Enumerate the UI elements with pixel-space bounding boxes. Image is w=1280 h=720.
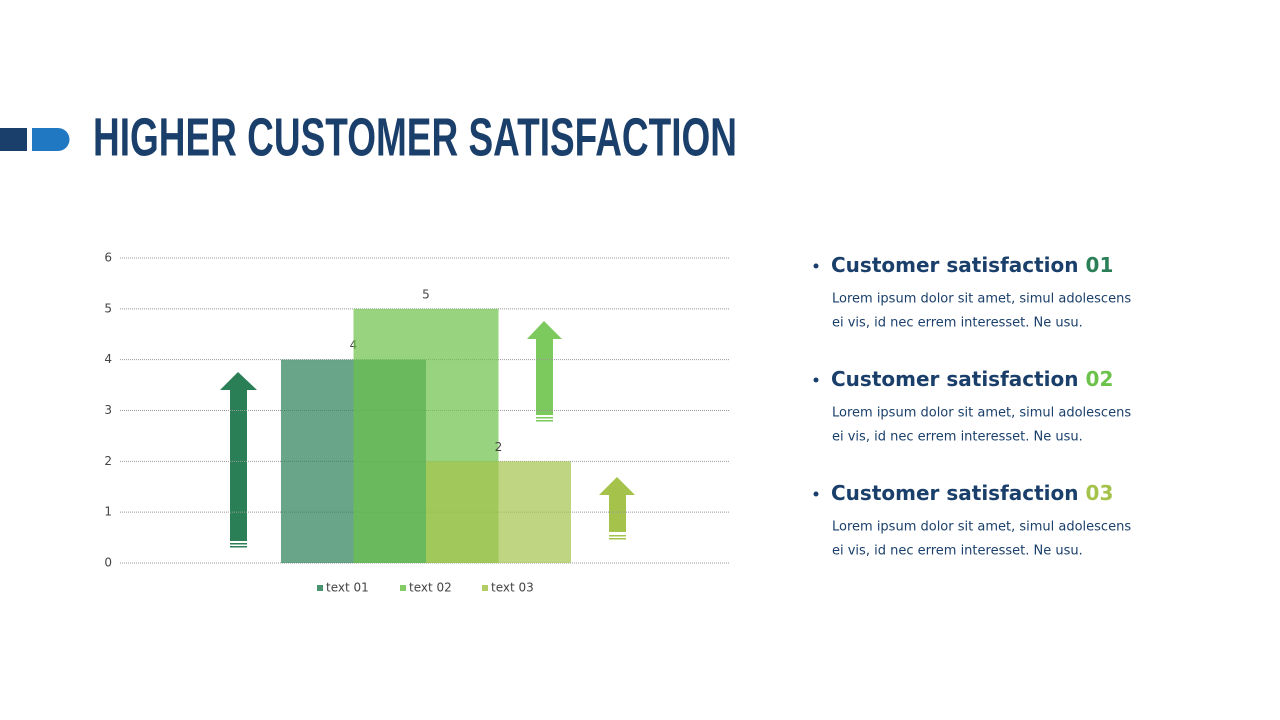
data-label: 2 bbox=[495, 440, 503, 454]
data-label: 5 bbox=[422, 287, 430, 301]
arrow bbox=[220, 372, 257, 548]
item-title-text: Customer satisfaction bbox=[831, 481, 1079, 505]
y-tick-label: 0 bbox=[104, 556, 112, 570]
legend-label: text 02 bbox=[409, 581, 452, 595]
bullet bbox=[813, 491, 819, 497]
slide-title: HIGHER CUSTOMER SATISFACTION bbox=[93, 107, 737, 167]
deco-tab bbox=[32, 128, 70, 151]
bar bbox=[426, 461, 571, 563]
item-body: Lorem ipsum dolor sit amet, simul adoles… bbox=[832, 406, 1131, 421]
y-tick-label: 5 bbox=[104, 301, 112, 315]
legend-swatch bbox=[400, 585, 406, 591]
legend-swatch bbox=[482, 585, 488, 591]
item-title-text: Customer satisfaction bbox=[831, 253, 1079, 277]
legend-swatch bbox=[317, 585, 323, 591]
bullet bbox=[813, 263, 819, 269]
item-body: Lorem ipsum dolor sit amet, simul adoles… bbox=[832, 292, 1131, 307]
deco-square bbox=[0, 128, 27, 151]
item-title: Customer satisfaction 02 bbox=[831, 367, 1113, 391]
item-title: Customer satisfaction 03 bbox=[831, 481, 1113, 505]
y-tick-label: 3 bbox=[104, 403, 112, 417]
legend-label: text 01 bbox=[326, 581, 369, 595]
item-number: 01 bbox=[1086, 253, 1114, 277]
item-title-text: Customer satisfaction bbox=[831, 367, 1079, 391]
item-body: ei vis, id nec errem interesset. Ne usu. bbox=[832, 430, 1083, 445]
y-tick-label: 4 bbox=[104, 352, 112, 366]
arrow bbox=[599, 477, 635, 540]
legend-label: text 03 bbox=[491, 581, 534, 595]
item-title: Customer satisfaction 01 bbox=[831, 253, 1113, 277]
item-body: ei vis, id nec errem interesset. Ne usu. bbox=[832, 316, 1083, 331]
y-tick-label: 1 bbox=[104, 505, 112, 519]
item-number: 02 bbox=[1086, 367, 1114, 391]
arrow bbox=[527, 321, 562, 422]
y-tick-label: 6 bbox=[104, 251, 112, 265]
item-number: 03 bbox=[1086, 481, 1114, 505]
bullet bbox=[813, 377, 819, 383]
item-body: Lorem ipsum dolor sit amet, simul adoles… bbox=[832, 520, 1131, 535]
y-tick-label: 2 bbox=[104, 454, 112, 468]
item-body: ei vis, id nec errem interesset. Ne usu. bbox=[832, 544, 1083, 559]
